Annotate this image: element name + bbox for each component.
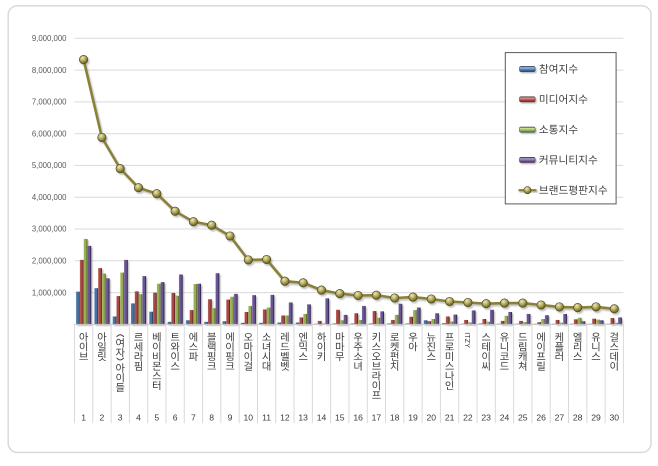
svg-text:17: 17 bbox=[372, 413, 382, 423]
svg-text:28: 28 bbox=[573, 413, 583, 423]
svg-text:3,000,000: 3,000,000 bbox=[32, 225, 67, 234]
svg-text:8: 8 bbox=[209, 413, 214, 423]
svg-text:24: 24 bbox=[500, 413, 510, 423]
svg-text:7,000,000: 7,000,000 bbox=[32, 98, 67, 107]
svg-text:2,000,000: 2,000,000 bbox=[32, 257, 67, 266]
svg-text:4: 4 bbox=[136, 413, 141, 423]
svg-text:11: 11 bbox=[262, 413, 271, 423]
svg-text:27: 27 bbox=[555, 413, 565, 423]
svg-text:9: 9 bbox=[228, 413, 233, 423]
svg-text:13: 13 bbox=[298, 413, 308, 423]
svg-text:6,000,000: 6,000,000 bbox=[32, 129, 67, 138]
svg-text:26: 26 bbox=[536, 413, 546, 423]
svg-text:1: 1 bbox=[81, 413, 86, 423]
svg-text:20: 20 bbox=[427, 413, 437, 423]
svg-text:2: 2 bbox=[100, 413, 105, 423]
svg-text:30: 30 bbox=[610, 413, 620, 423]
svg-text:14: 14 bbox=[317, 413, 327, 423]
svg-text:4,000,000: 4,000,000 bbox=[32, 193, 67, 202]
svg-text:12: 12 bbox=[280, 413, 290, 423]
svg-text:3: 3 bbox=[118, 413, 123, 423]
svg-text:5,000,000: 5,000,000 bbox=[32, 161, 67, 170]
svg-text:16: 16 bbox=[353, 413, 363, 423]
svg-text:7: 7 bbox=[191, 413, 196, 423]
svg-text:15: 15 bbox=[335, 413, 345, 423]
svg-text:25: 25 bbox=[518, 413, 528, 423]
svg-text:10: 10 bbox=[244, 413, 254, 423]
svg-text:18: 18 bbox=[390, 413, 400, 423]
svg-text:29: 29 bbox=[591, 413, 601, 423]
svg-text:22: 22 bbox=[463, 413, 473, 423]
svg-text:19: 19 bbox=[408, 413, 418, 423]
svg-text:ITZY: ITZY bbox=[463, 332, 472, 348]
svg-text:23: 23 bbox=[481, 413, 491, 423]
svg-text:21: 21 bbox=[445, 413, 455, 423]
svg-text:8,000,000: 8,000,000 bbox=[32, 66, 67, 75]
svg-text:5: 5 bbox=[154, 413, 159, 423]
svg-text:6: 6 bbox=[173, 413, 178, 423]
svg-text:9,000,000: 9,000,000 bbox=[32, 34, 67, 43]
svg-text:1,000,000: 1,000,000 bbox=[32, 288, 67, 297]
